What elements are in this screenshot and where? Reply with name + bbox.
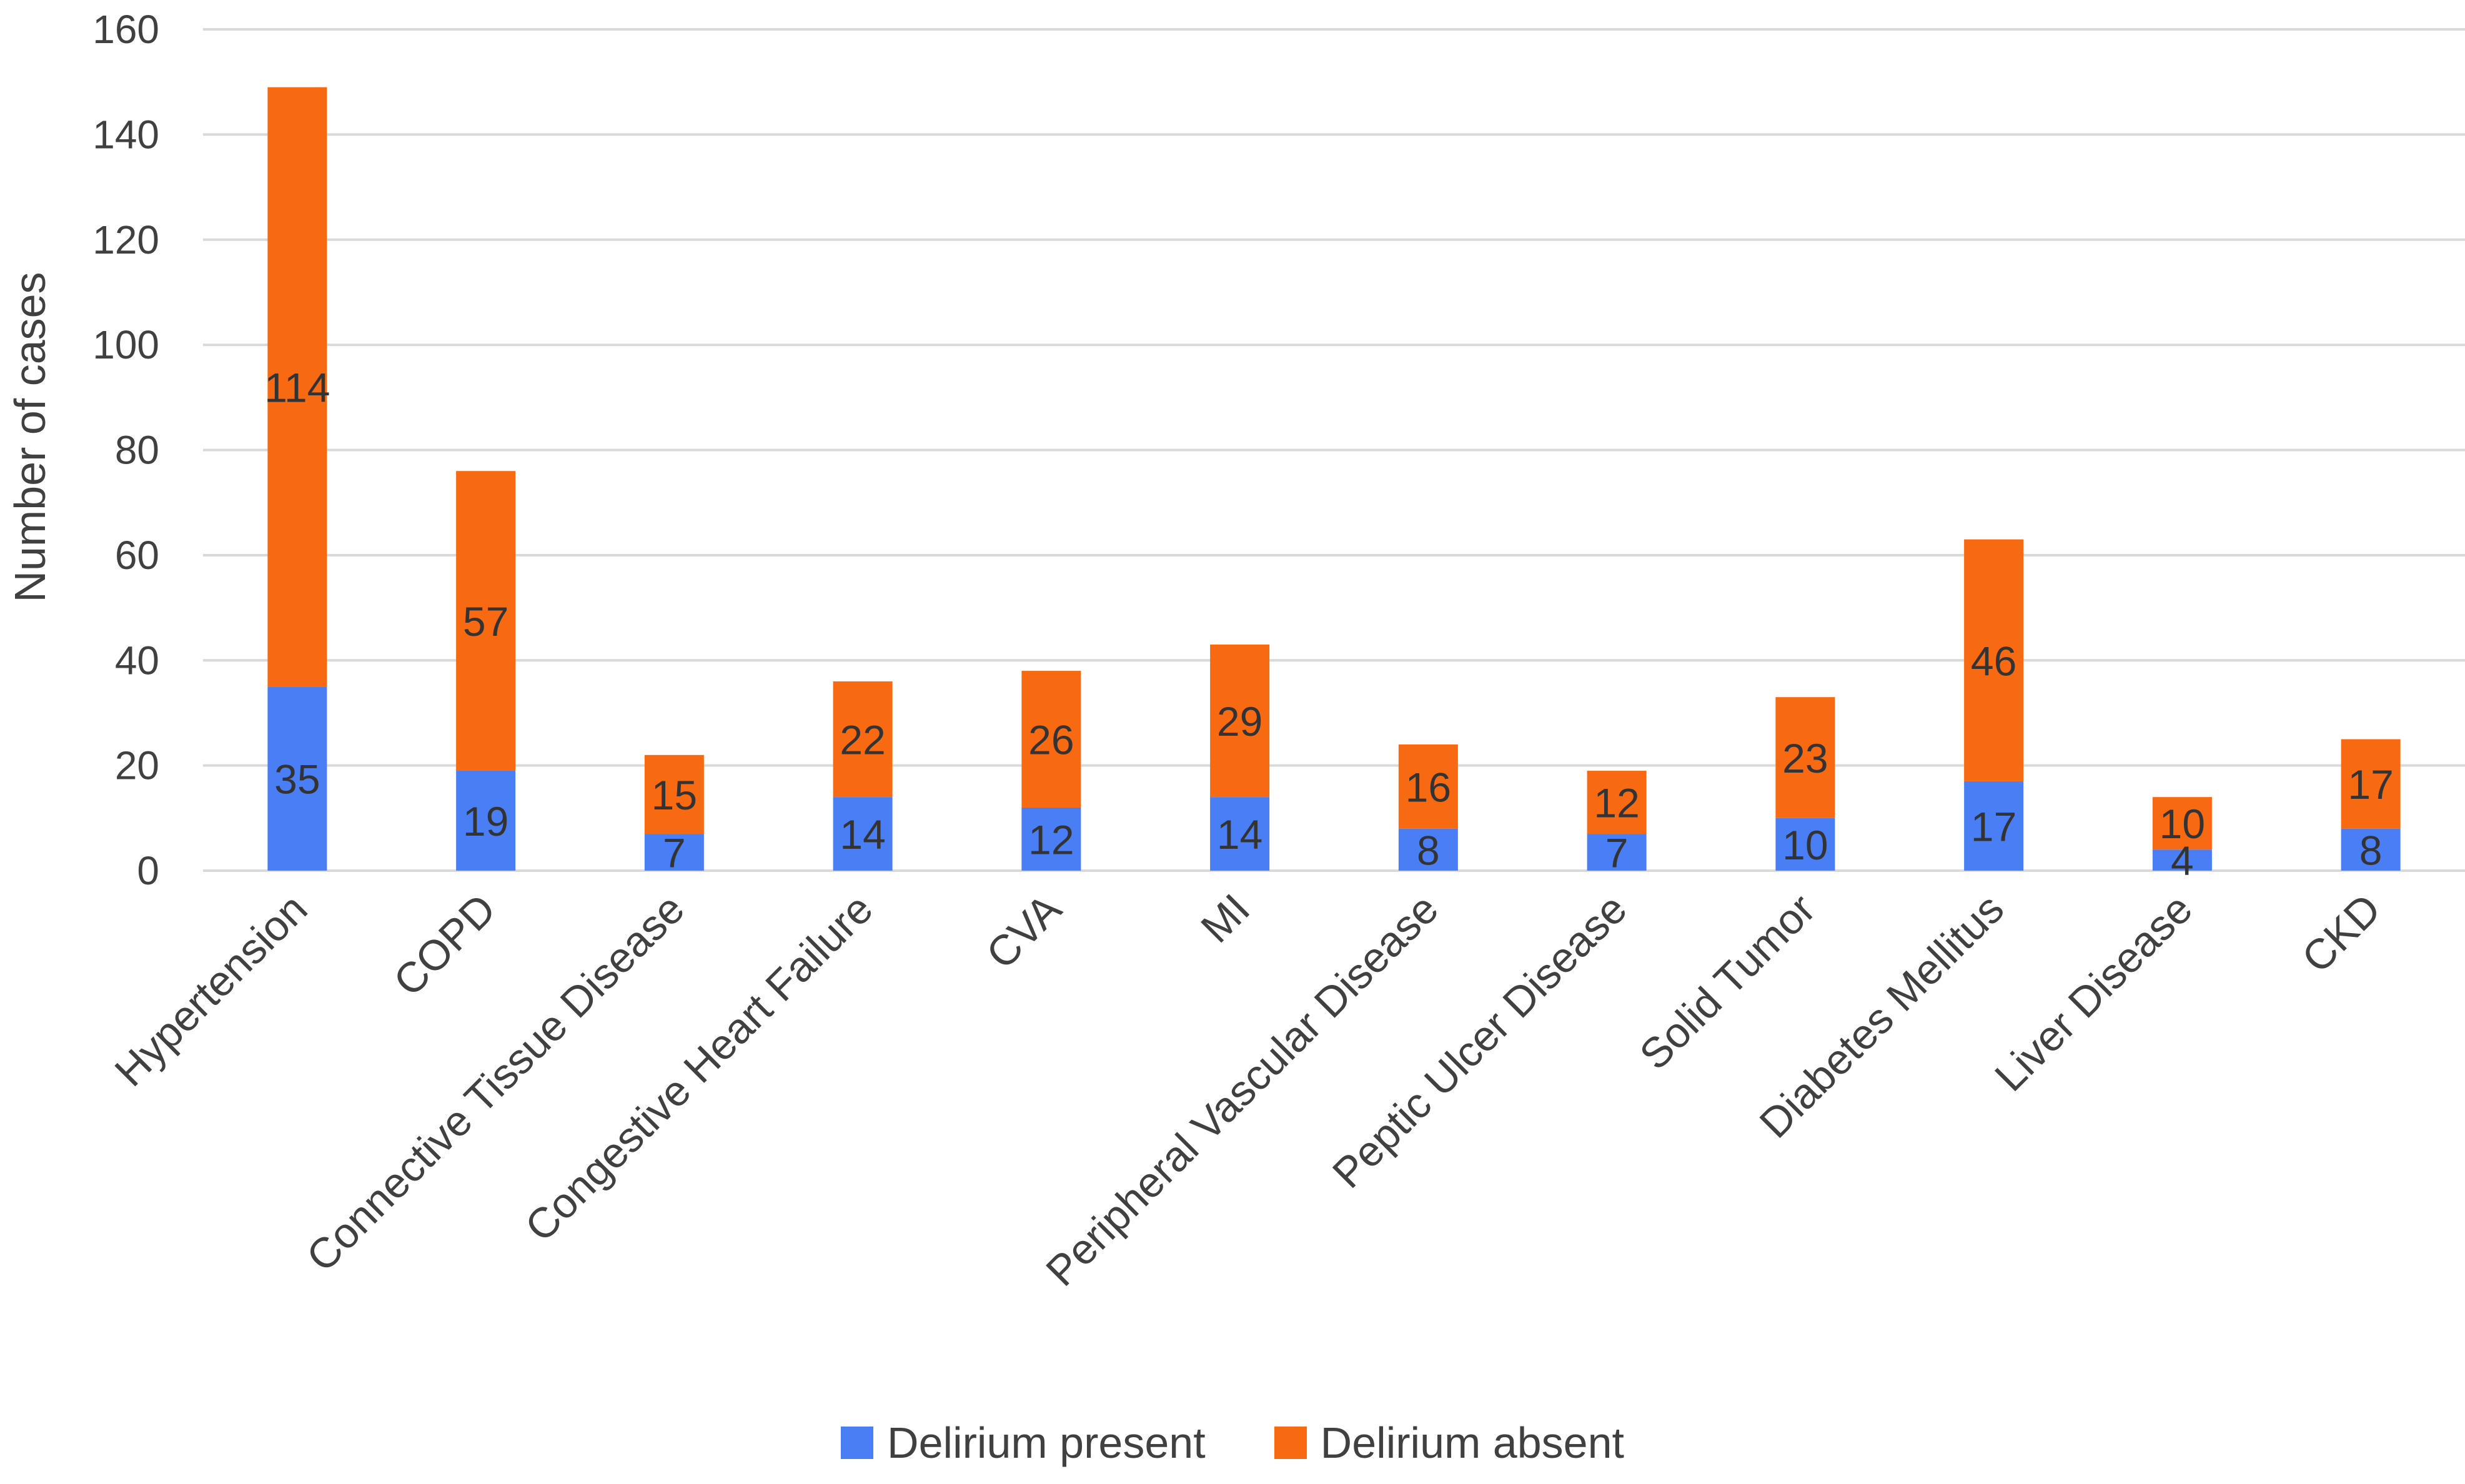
x-tick-label: Peripheral Vascular Disease	[1037, 885, 1447, 1295]
x-tick-label: Congestive Heart Failure	[516, 885, 882, 1251]
data-label: 14	[840, 811, 885, 858]
data-label: 46	[1971, 638, 2016, 684]
y-axis: 0 20 40 60 80 100 120 140 160	[92, 7, 159, 893]
data-label: 14	[1217, 811, 1262, 858]
bar-segment-present	[644, 834, 704, 871]
data-label: 114	[264, 364, 330, 410]
bar-segment-absent	[267, 87, 327, 687]
data-label: 23	[1782, 735, 1828, 781]
bar-segment-present	[2152, 849, 2212, 871]
bar-segment-present	[1398, 828, 1458, 871]
x-tick-label: Solid Tumor	[1630, 885, 1824, 1079]
data-label: 8	[2359, 827, 2383, 873]
bar-segment-present	[1021, 807, 1081, 871]
x-tick-label: CKD	[2293, 885, 2389, 982]
legend-item-absent: Delirium absent	[1274, 1418, 1624, 1468]
y-tick-label: 40	[115, 638, 159, 683]
x-tick-label: Hypertension	[106, 885, 316, 1096]
data-label: 57	[463, 598, 508, 645]
y-tick-label: 100	[92, 322, 159, 367]
data-label: 7	[663, 830, 686, 876]
data-label: 35	[274, 756, 320, 803]
legend-label-present: Delirium present	[887, 1418, 1206, 1467]
bar-segment-absent	[1398, 744, 1458, 829]
data-label: 17	[2348, 761, 2393, 808]
data-label: 4	[2171, 838, 2194, 884]
bar-segment-absent	[2152, 797, 2212, 850]
x-tick-label: CVA	[977, 884, 1070, 977]
data-label: 12	[1594, 780, 1639, 826]
bar-segment-present	[1775, 818, 1835, 871]
legend-item-present: Delirium present	[841, 1418, 1206, 1468]
legend-label-absent: Delirium absent	[1320, 1418, 1624, 1467]
bar-segment-absent	[1587, 771, 1647, 834]
data-labels: 3511419577151422122614298167121023174641…	[264, 364, 2394, 884]
legend-swatch-present	[841, 1427, 874, 1459]
bar-segment-absent	[2341, 739, 2401, 829]
bar-segment-present	[833, 797, 893, 871]
x-tick-label: MI	[1192, 885, 1259, 952]
y-tick-label: 20	[115, 743, 159, 788]
data-label: 12	[1028, 816, 1074, 863]
data-label: 8	[1417, 827, 1440, 873]
y-tick-label: 160	[92, 7, 159, 52]
legend: Delirium present Delirium absent	[0, 1418, 2465, 1468]
y-tick-label: 60	[115, 533, 159, 578]
bar-segment-present	[1964, 781, 2024, 871]
bar-segment-absent	[1775, 697, 1835, 818]
data-label: 7	[1605, 830, 1629, 876]
data-label: 19	[463, 798, 508, 844]
y-tick-label: 120	[92, 217, 159, 262]
data-label: 17	[1971, 803, 2016, 849]
bar-segment-absent	[1021, 671, 1081, 808]
bar-segment-absent	[1964, 539, 2024, 781]
y-tick-label: 0	[137, 848, 159, 893]
y-tick-label: 80	[115, 428, 159, 473]
bar-segment-present	[456, 771, 516, 871]
bar-segment-absent	[456, 471, 516, 771]
bar-segment-absent	[644, 754, 704, 834]
bar-segment-absent	[833, 681, 893, 798]
legend-swatch-absent	[1274, 1427, 1307, 1459]
y-axis-title: Number of cases	[6, 272, 54, 602]
bars	[267, 87, 2401, 871]
gridlines	[203, 28, 2465, 872]
data-label: 26	[1028, 717, 1074, 763]
bar-segment-present	[267, 686, 327, 871]
bar-segment-present	[1210, 797, 1270, 871]
data-label: 10	[2160, 801, 2205, 847]
bar-segment-absent	[1210, 644, 1270, 798]
x-tick-label: Connective Tissue Disease	[297, 885, 693, 1281]
x-tick-label: Liver Disease	[1986, 885, 2201, 1101]
data-label: 15	[652, 772, 697, 818]
y-tick-label: 140	[92, 112, 159, 157]
data-label: 22	[840, 717, 885, 763]
data-label: 16	[1406, 764, 1451, 810]
data-label: 29	[1217, 698, 1262, 744]
data-label: 10	[1782, 822, 1828, 868]
bar-segment-present	[2341, 828, 2401, 871]
x-tick-label: COPD	[385, 885, 505, 1006]
bar-segment-present	[1587, 834, 1647, 871]
